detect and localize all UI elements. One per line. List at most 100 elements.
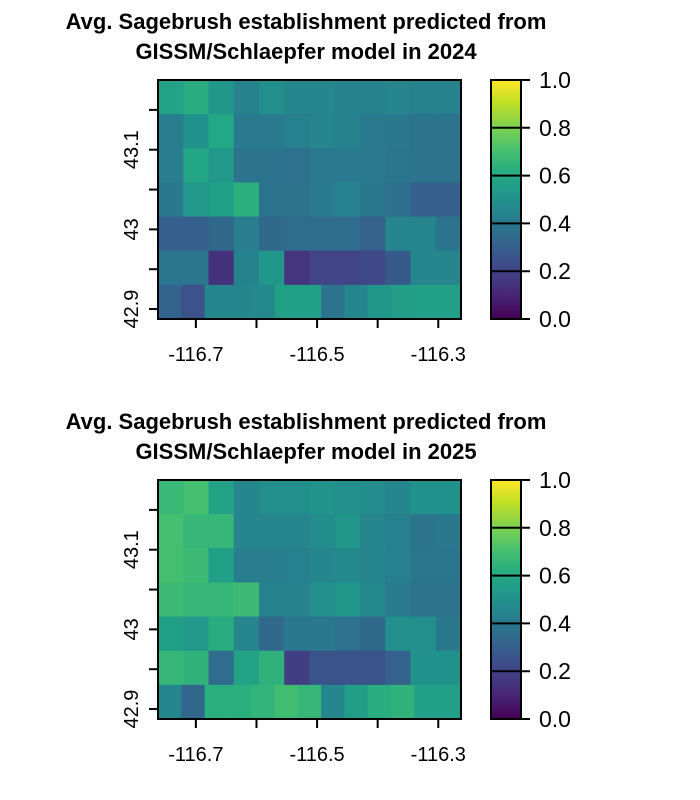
heatmap-cell: [385, 616, 412, 652]
heatmap-cell: [321, 684, 346, 720]
y-axis: 42.9 43 43.1: [121, 108, 158, 329]
heatmap-cell: [183, 114, 210, 149]
y-axis: 42.9 43 43.1: [121, 508, 158, 729]
heatmap-cell: [297, 284, 322, 320]
heatmap-cell: [183, 182, 210, 218]
heatmap-cell: [259, 514, 285, 549]
heatmap-cell: [284, 650, 311, 686]
heatmap-cell: [334, 114, 361, 149]
heatmap-cell: [435, 114, 462, 149]
heatmap-cell: [435, 480, 462, 515]
heatmap-plot: -116.7 -116.5 -116.3 42.9 43 43.1 0.0 0.2 0.4 0.6…: [121, 467, 571, 766]
heatmap-cell: [435, 148, 462, 184]
heatmap-cell: [360, 514, 386, 549]
heatmap-cell: [183, 548, 210, 584]
heatmap-cell: [334, 148, 361, 184]
heatmap-cell: [208, 514, 235, 549]
heatmap-cell: [259, 250, 285, 286]
heatmap-cell: [344, 284, 369, 320]
colorbar-gradient: [490, 79, 522, 320]
heatmap-cell: [309, 250, 336, 286]
colorbar-tick-label: 0.8: [539, 515, 571, 541]
heatmap-cell: [284, 548, 311, 584]
heatmap-cell: [284, 148, 311, 184]
heatmap-cell: [274, 684, 299, 720]
heatmap-cell: [360, 216, 386, 252]
heatmap-cell: [208, 80, 235, 115]
heatmap-cell: [309, 148, 336, 184]
heatmap-cell: [309, 548, 336, 584]
heatmap-cell: [158, 284, 182, 320]
heatmap-cell: [158, 216, 184, 252]
heatmap-cell: [158, 684, 182, 720]
heatmap-cell: [208, 480, 235, 515]
heatmap-cell: [259, 182, 285, 218]
heatmap-cell: [204, 684, 229, 720]
heatmap-cell: [334, 216, 361, 252]
heatmap-cell: [334, 514, 361, 549]
heatmap-cell: [437, 684, 462, 720]
heatmap-cell: [158, 616, 184, 652]
heatmap-cell: [208, 182, 235, 218]
y-tick-label: 42.9: [121, 290, 143, 329]
heatmap-cell: [360, 616, 386, 652]
heatmap-cell: [435, 182, 462, 218]
y-tick-label: 43: [121, 618, 143, 640]
heatmap-cell: [334, 80, 361, 115]
heatmap-cell: [435, 216, 462, 252]
heatmap-cell: [233, 582, 260, 618]
heatmap-cell: [385, 480, 412, 515]
heatmap-cell: [274, 284, 299, 320]
heatmap-cell: [309, 182, 336, 218]
heatmap-cell: [410, 80, 437, 115]
colorbar-tick-label: 0.8: [539, 115, 571, 141]
heatmap-cell: [410, 182, 437, 218]
heatmap-cell: [233, 480, 260, 515]
heatmap-cell: [410, 480, 437, 515]
chart-title-line1: Avg. Sagebrush establishment predicted f…: [65, 409, 547, 434]
colorbar-tick-label: 0.2: [539, 258, 571, 284]
heatmap-cell: [284, 250, 311, 286]
heatmap-cell: [435, 582, 462, 618]
heatmap-cell: [360, 650, 386, 686]
heatmap-cell: [259, 114, 285, 149]
heatmap-cell: [309, 216, 336, 252]
heatmap-cell: [391, 684, 415, 720]
heatmap-cell: [360, 182, 386, 218]
heatmap-cell: [360, 480, 386, 515]
colorbar-tick-label: 0.6: [539, 163, 571, 189]
heatmap-cell: [251, 284, 276, 320]
heatmap-cell: [183, 650, 210, 686]
x-tick-label: -116.3: [411, 744, 466, 766]
heatmap-cell: [309, 114, 336, 149]
colorbar-tick-label: 0.0: [539, 306, 571, 332]
heatmap-cell: [183, 616, 210, 652]
chart-title-line2: GISSM/Schlaepfer model in 2025: [135, 439, 477, 464]
heatmap-cell: [410, 514, 437, 549]
heatmap-cell: [158, 148, 184, 184]
heatmap-cell: [208, 616, 235, 652]
heatmap-cell: [158, 514, 184, 549]
heatmap-cell: [435, 250, 462, 286]
heatmap-cell: [158, 250, 184, 286]
heatmap-cell: [233, 114, 260, 149]
heatmap-cell: [410, 114, 437, 149]
heatmap-cell: [227, 684, 252, 720]
heatmap-cell: [385, 250, 412, 286]
heatmap-plot: -116.7 -116.5 -116.3 42.9 43 43.1 0.0 0.2 0.4 0.6…: [121, 67, 571, 366]
heatmap-cell: [334, 650, 361, 686]
heatmap-cell: [233, 80, 260, 115]
heatmap-cell: [183, 480, 210, 515]
heatmap-cell: [158, 114, 184, 149]
heatmap-cell: [284, 582, 311, 618]
x-tick-label: -116.5: [289, 744, 344, 766]
heatmap-cell: [410, 582, 437, 618]
heatmap-cell: [360, 114, 386, 149]
heatmap-cell: [334, 250, 361, 286]
heatmap-cell: [437, 284, 462, 320]
heatmap-cell: [385, 182, 412, 218]
heatmap-cell: [367, 684, 392, 720]
heatmap-cell: [284, 216, 311, 252]
heatmap-cell: [183, 80, 210, 115]
x-tick-label: -116.7: [168, 744, 223, 766]
